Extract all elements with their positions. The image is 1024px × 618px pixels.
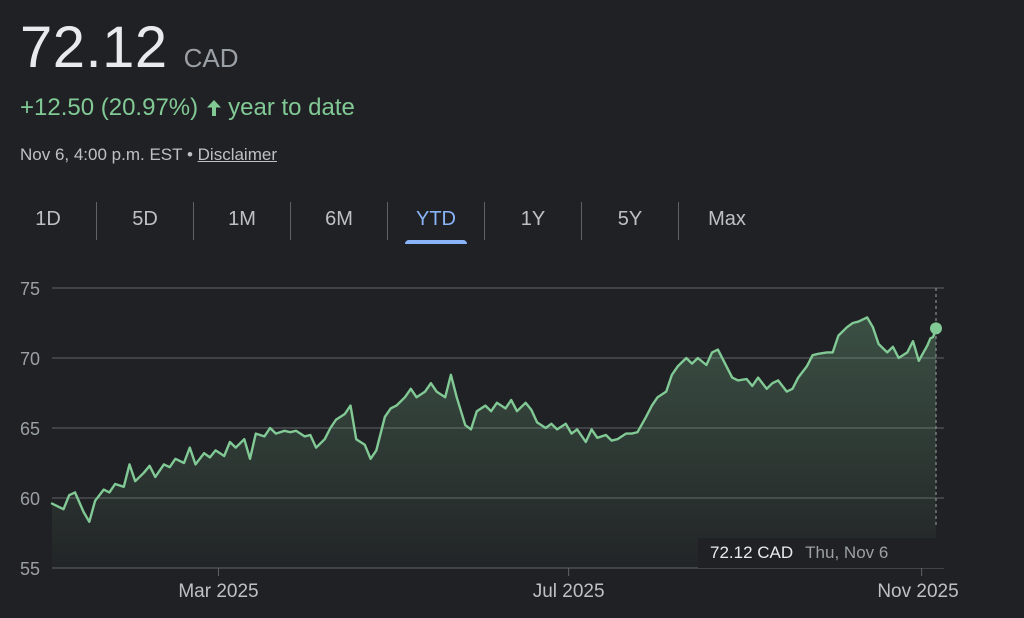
tab-1m[interactable]: 1M: [194, 200, 290, 244]
current-price: 72.12: [20, 15, 168, 80]
tab-5d[interactable]: 5D: [97, 200, 193, 244]
quote-meta: Nov 6, 4:00 p.m. EST • Disclaimer: [20, 145, 277, 165]
tab-1d[interactable]: 1D: [0, 200, 96, 244]
tab-divider: [484, 202, 485, 240]
tab-6m[interactable]: 6M: [291, 200, 387, 244]
current-point-marker: [930, 322, 942, 335]
tab-5y[interactable]: 5Y: [582, 200, 678, 244]
tab-divider: [678, 202, 679, 240]
change-value: +12.50 (20.97%): [20, 94, 199, 121]
tab-divider: [290, 202, 291, 240]
price-chart[interactable]: 75 70 65 60 55 Mar 2025 Jul 2025 Nov 2025: [0, 270, 1024, 618]
tab-label: 1M: [228, 208, 256, 230]
tab-label: Max: [708, 208, 746, 230]
tab-1y[interactable]: 1Y: [485, 200, 581, 244]
price-change: +12.50 (20.97%) year to date: [20, 94, 355, 122]
active-tab-indicator: [405, 240, 467, 244]
x-tick-label: Mar 2025: [178, 581, 258, 602]
tab-label: 5Y: [617, 208, 643, 230]
arrow-up-icon: [206, 99, 222, 117]
y-tick-label: 70: [20, 349, 40, 369]
y-tick-label: 65: [20, 419, 40, 439]
tab-divider: [581, 202, 582, 240]
tab-label: YTD: [416, 208, 456, 230]
tab-label: 1D: [35, 208, 61, 230]
y-tick-label: 75: [20, 279, 40, 299]
range-tabs: 1D 5D 1M 6M YTD 1Y 5Y Max: [0, 200, 790, 244]
tab-divider: [96, 202, 97, 240]
tab-divider: [387, 202, 388, 240]
hover-tooltip: 72.12 CAD Thu, Nov 6: [698, 538, 950, 568]
tooltip-price: 72.12 CAD: [710, 543, 794, 562]
tooltip-date: Thu, Nov 6: [805, 543, 889, 562]
tab-label: 5D: [132, 208, 158, 230]
x-tick-label: Nov 2025: [877, 581, 958, 602]
change-period: year to date: [228, 94, 355, 121]
y-tick-label: 60: [20, 489, 40, 509]
meta-separator: •: [186, 145, 193, 164]
tab-label: 1Y: [520, 208, 546, 230]
disclaimer-link[interactable]: Disclaimer: [197, 145, 277, 164]
tab-label: 6M: [325, 208, 353, 230]
area-fill: [52, 317, 936, 568]
tab-divider: [193, 202, 194, 240]
y-tick-label: 55: [20, 559, 40, 579]
currency-code: CAD: [183, 43, 239, 73]
tab-max[interactable]: Max: [679, 200, 775, 244]
price-line: [50, 316, 938, 523]
price-header: 72.12 CAD: [20, 14, 239, 82]
x-tick-label: Jul 2025: [533, 581, 605, 602]
quote-timestamp: Nov 6, 4:00 p.m. EST: [20, 145, 183, 164]
tab-ytd[interactable]: YTD: [388, 200, 484, 244]
